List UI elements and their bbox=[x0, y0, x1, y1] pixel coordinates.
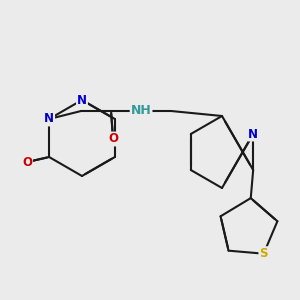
Text: O: O bbox=[22, 155, 32, 169]
Text: S: S bbox=[260, 247, 268, 260]
Text: NH: NH bbox=[131, 104, 152, 118]
Text: O: O bbox=[108, 133, 118, 146]
Text: N: N bbox=[248, 128, 258, 140]
Text: N: N bbox=[44, 112, 54, 125]
Text: N: N bbox=[77, 94, 87, 106]
